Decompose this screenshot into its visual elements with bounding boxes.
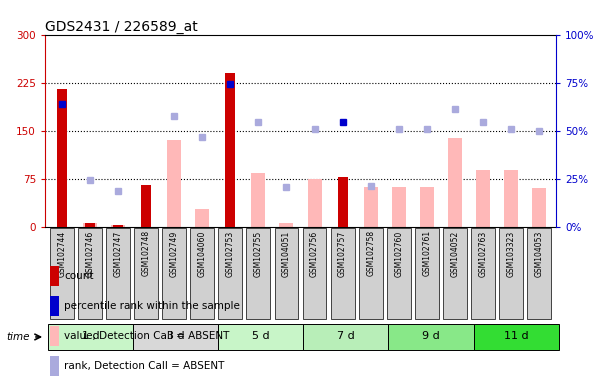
FancyBboxPatch shape (191, 228, 214, 319)
FancyBboxPatch shape (275, 228, 298, 319)
Text: GSM102744: GSM102744 (58, 230, 67, 276)
Bar (113, 225, 123, 227)
FancyBboxPatch shape (303, 228, 326, 319)
Text: time: time (6, 332, 29, 342)
Text: GSM102758: GSM102758 (366, 230, 375, 276)
Text: value, Detection Call = ABSENT: value, Detection Call = ABSENT (64, 331, 230, 341)
Text: rank, Detection Call = ABSENT: rank, Detection Call = ABSENT (64, 361, 225, 371)
Text: 3 d: 3 d (167, 331, 185, 341)
FancyBboxPatch shape (106, 228, 130, 319)
Bar (111, 225, 125, 227)
Text: 11 d: 11 d (504, 331, 528, 341)
FancyBboxPatch shape (387, 228, 410, 319)
Text: GSM102763: GSM102763 (478, 230, 487, 276)
Text: GSM102761: GSM102761 (423, 230, 432, 276)
Text: GSM102746: GSM102746 (85, 230, 94, 276)
Bar (504, 170, 518, 227)
FancyBboxPatch shape (246, 228, 270, 319)
FancyBboxPatch shape (474, 324, 559, 350)
FancyBboxPatch shape (218, 324, 304, 350)
FancyBboxPatch shape (388, 324, 474, 350)
FancyBboxPatch shape (331, 228, 355, 319)
Bar (141, 185, 151, 227)
Text: GSM102757: GSM102757 (338, 230, 347, 276)
FancyBboxPatch shape (499, 228, 523, 319)
Bar (364, 187, 377, 227)
Bar (57, 89, 67, 227)
FancyBboxPatch shape (48, 324, 133, 350)
FancyBboxPatch shape (527, 228, 551, 319)
Text: 9 d: 9 d (422, 331, 440, 341)
Text: GSM104060: GSM104060 (198, 230, 207, 277)
FancyBboxPatch shape (78, 228, 102, 319)
Bar (225, 73, 235, 227)
FancyBboxPatch shape (304, 324, 388, 350)
FancyBboxPatch shape (471, 228, 495, 319)
FancyBboxPatch shape (443, 228, 467, 319)
Bar (532, 188, 546, 227)
Bar (476, 170, 490, 227)
Text: GSM104052: GSM104052 (450, 230, 459, 276)
FancyBboxPatch shape (50, 228, 74, 319)
Bar (85, 223, 95, 227)
Text: 1 d: 1 d (82, 331, 99, 341)
Bar (83, 223, 97, 227)
Bar (50, 266, 59, 286)
Bar (279, 223, 293, 227)
Text: GSM103323: GSM103323 (507, 230, 516, 276)
FancyBboxPatch shape (359, 228, 383, 319)
Bar (50, 296, 59, 316)
Text: GSM102755: GSM102755 (254, 230, 263, 276)
Bar (392, 187, 406, 227)
Bar (251, 174, 266, 227)
FancyBboxPatch shape (218, 228, 242, 319)
Text: GSM102756: GSM102756 (310, 230, 319, 276)
Text: GSM102748: GSM102748 (142, 230, 151, 276)
Bar (448, 138, 462, 227)
Bar (50, 326, 59, 346)
FancyBboxPatch shape (134, 228, 158, 319)
Text: GSM102749: GSM102749 (169, 230, 178, 276)
Text: count: count (64, 271, 94, 281)
Text: GDS2431 / 226589_at: GDS2431 / 226589_at (45, 20, 198, 33)
Bar (338, 177, 347, 227)
Text: GSM102747: GSM102747 (114, 230, 123, 276)
FancyBboxPatch shape (415, 228, 439, 319)
Text: GSM104051: GSM104051 (282, 230, 291, 276)
Text: GSM102753: GSM102753 (226, 230, 235, 276)
Text: percentile rank within the sample: percentile rank within the sample (64, 301, 240, 311)
Bar (167, 140, 182, 227)
Text: GSM104053: GSM104053 (534, 230, 543, 277)
Bar (419, 187, 434, 227)
Bar (195, 209, 209, 227)
Text: 5 d: 5 d (252, 331, 270, 341)
FancyBboxPatch shape (133, 324, 218, 350)
Bar (50, 356, 59, 376)
Bar (308, 179, 322, 227)
Text: 7 d: 7 d (337, 331, 355, 341)
FancyBboxPatch shape (162, 228, 186, 319)
Text: GSM102760: GSM102760 (394, 230, 403, 276)
